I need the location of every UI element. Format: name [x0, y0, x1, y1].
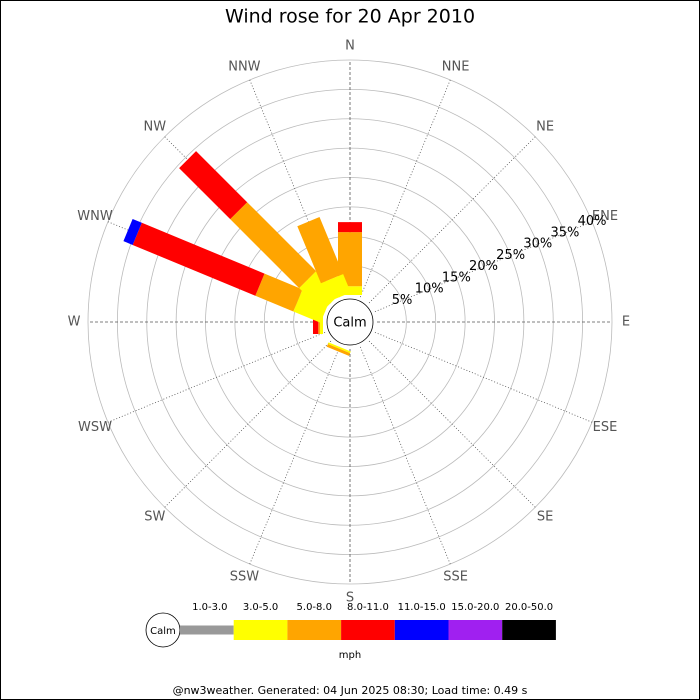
direction-label: W: [68, 315, 81, 330]
direction-label: E: [622, 315, 630, 330]
r-tick-label: 20%: [469, 259, 498, 274]
legend-label: 15.0-20.0: [451, 602, 499, 613]
bar: [132, 222, 265, 296]
spoke: [107, 331, 326, 423]
direction-label: ENE: [592, 209, 618, 224]
r-tick-label: 5%: [392, 293, 413, 308]
spoke: [368, 136, 536, 304]
direction-label: WSW: [78, 420, 112, 435]
bar: [179, 151, 248, 220]
legend-swatch: [448, 620, 503, 640]
legend-swatch: [233, 620, 288, 640]
bar: [326, 343, 351, 356]
spoke: [164, 340, 332, 508]
chart-title: Wind rose for 20 Apr 2010: [225, 6, 475, 28]
legend-swatch: [341, 620, 395, 640]
bar: [123, 218, 142, 245]
footer: @nw3weather. Generated: 04 Jun 2025 08:3…: [173, 684, 528, 697]
spoke: [359, 79, 451, 298]
legend-calm-label: Calm: [150, 626, 176, 637]
grid-ring: [87, 59, 613, 585]
spoke: [359, 346, 451, 565]
spoke: [368, 340, 536, 508]
direction-label: N: [345, 39, 355, 54]
legend-swatch: [287, 620, 342, 640]
direction-label: NNE: [442, 60, 470, 75]
calm-label: Calm: [333, 316, 366, 331]
legend-label: 11.0-15.0: [398, 602, 446, 613]
direction-label: NW: [144, 119, 167, 134]
spoke: [249, 346, 341, 565]
direction-label: ESE: [593, 420, 618, 435]
legend-label: 5.0-8.0: [297, 602, 332, 613]
bar: [230, 202, 317, 289]
legend-label: 20.0-50.0: [505, 602, 553, 613]
direction-label: S: [346, 591, 354, 606]
legend-swatch: [502, 620, 556, 640]
grid-ring: [234, 206, 466, 438]
direction-label: SW: [144, 510, 165, 525]
r-tick-label: 25%: [496, 248, 525, 263]
unit-label: mph: [339, 650, 361, 661]
spoke: [374, 221, 593, 313]
bar: [320, 274, 351, 302]
bar: [255, 273, 303, 312]
legend-label: 1.0-3.0: [192, 602, 227, 613]
legend-swatch: [180, 625, 234, 635]
r-tick-label: 40%: [578, 214, 607, 229]
r-tick-label: 30%: [523, 237, 552, 252]
direction-label: SE: [537, 510, 553, 525]
legend-label: 8.0-11.0: [347, 602, 389, 613]
direction-label: SSE: [443, 569, 468, 584]
calm-circle: [326, 298, 374, 346]
bar: [297, 217, 344, 284]
r-tick-label: 15%: [442, 270, 471, 285]
r-tick-label: 10%: [415, 282, 444, 297]
direction-label: WNW: [77, 209, 113, 224]
legend-swatch: [394, 620, 449, 640]
spoke: [374, 331, 593, 423]
direction-label: NNW: [228, 60, 260, 75]
bar: [327, 342, 351, 354]
bar: [338, 222, 362, 233]
bar: [338, 232, 362, 287]
legend-label: 3.0-5.0: [243, 602, 278, 613]
r-tick-label: 35%: [550, 225, 579, 240]
direction-label: SSW: [230, 569, 260, 584]
direction-label: NE: [536, 119, 554, 134]
